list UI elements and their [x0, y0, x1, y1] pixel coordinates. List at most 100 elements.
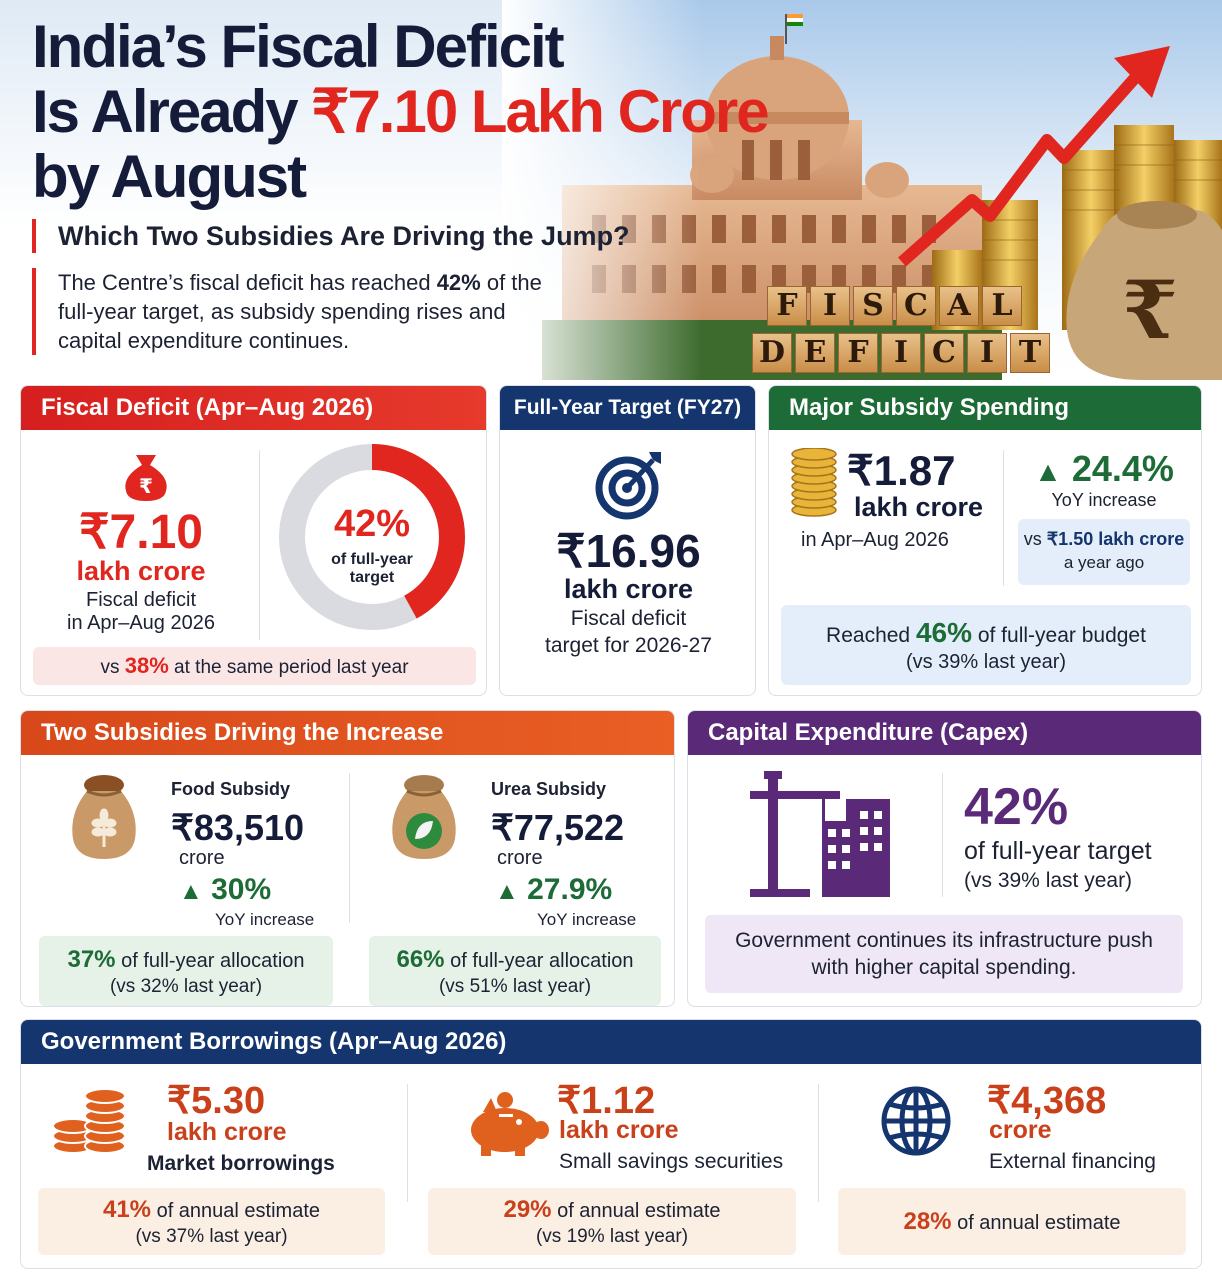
food-subsidy-growth-label: YoY increase: [215, 910, 315, 929]
letter-tile: T: [1010, 333, 1050, 373]
letter-tile: F: [767, 286, 807, 326]
letter-tile: I: [967, 333, 1007, 373]
money-bag-icon: ₹: [116, 451, 176, 501]
urea-subsidy-value: ₹77,522: [491, 807, 625, 848]
page-title: India’s Fiscal Deficit Is Already ₹7.10 …: [32, 13, 770, 210]
capex-prev: (vs 39% last year): [964, 869, 1133, 892]
letter-tile: C: [924, 333, 964, 373]
divider: [942, 773, 943, 897]
market-borrowings-label: Market borrowings: [147, 1152, 335, 1175]
urea-subsidy-growth: ▲ 27.9%: [495, 873, 613, 906]
external-financing-unit: crore: [989, 1116, 1052, 1144]
target-value: ₹16.96: [556, 525, 701, 577]
page-subtitle: Which Two Subsidies Are Driving the Jump…: [32, 219, 630, 253]
globe-icon: [879, 1084, 953, 1158]
borrowings-card: Government Borrowings (Apr–Aug 2026) ₹5.…: [20, 1019, 1202, 1269]
small-savings-label: Small savings securities: [559, 1150, 784, 1173]
small-savings-value: ₹1.12: [557, 1080, 656, 1122]
letter-tile: S: [853, 286, 893, 326]
two-subsidies-card: Two Subsidies Driving the Increase Food …: [20, 710, 675, 1007]
fiscal-deficit-desc1: Fiscal deficit: [85, 589, 197, 611]
intro-text: The Centre’s fiscal deficit has reached …: [32, 268, 572, 355]
target-icon: [593, 448, 665, 520]
coins-icon: [789, 447, 839, 518]
capex-value: 42%: [964, 778, 1069, 836]
donut-value: 42%: [333, 503, 411, 545]
target-unit: lakh crore: [563, 574, 694, 604]
letter-tile: F: [838, 333, 878, 373]
external-financing-share-box: 28% of annual estimate: [838, 1188, 1186, 1255]
divider: [407, 1084, 408, 1202]
target-desc1: Fiscal deficit: [570, 607, 687, 630]
fiscal-deficit-header: Fiscal Deficit (Apr–Aug 2026): [21, 386, 486, 430]
fiscal-deficit-unit: lakh crore: [76, 556, 206, 586]
fiscal-deficit-card: Fiscal Deficit (Apr–Aug 2026) ₹ ₹7.10 la…: [20, 385, 487, 696]
market-borrowings-value: ₹5.30: [167, 1080, 266, 1122]
food-subsidy-share-box: 37% of full-year allocation (vs 32% last…: [39, 936, 333, 1006]
coin-stack-icon: [51, 1086, 131, 1156]
letter-tile: E: [795, 333, 835, 373]
subsidy-growth-label: YoY increase: [1051, 490, 1157, 510]
fiscal-deficit-value: ₹7.10: [79, 506, 203, 559]
external-financing-value: ₹4,368: [987, 1080, 1107, 1122]
construction-crane-icon: [750, 771, 900, 899]
letter-tile: L: [982, 286, 1022, 326]
svg-text:₹: ₹: [139, 474, 153, 498]
letter-tile: I: [881, 333, 921, 373]
major-subsidy-card: Major Subsidy Spending ₹1.87 lakh crore …: [768, 385, 1202, 696]
donut-label1: of full-year: [331, 551, 413, 568]
subsidy-period: in Apr–Aug 2026: [801, 529, 949, 551]
letter-tile: A: [939, 286, 979, 326]
divider: [259, 450, 260, 640]
donut-arc: [279, 444, 465, 630]
svg-text:₹: ₹: [1122, 263, 1178, 357]
fiscal-deficit-donut: 42% of full-year target: [276, 441, 468, 633]
market-borrowings-unit: lakh crore: [167, 1118, 287, 1146]
subsidy-prev-box: vs ₹1.50 lakh crore a year ago: [1018, 519, 1190, 585]
capex-note-box: Government continues its infrastructure …: [705, 915, 1183, 993]
letter-tile: D: [752, 333, 792, 373]
target-header: Full-Year Target (FY27): [500, 386, 755, 430]
divider: [349, 773, 350, 923]
capex-header: Capital Expenditure (Capex): [688, 711, 1201, 755]
fiscal-deficit-desc2: in Apr–Aug 2026: [67, 612, 215, 634]
piggy-bank-icon: [461, 1090, 551, 1156]
donut-label2: target: [349, 569, 395, 586]
urea-subsidy-block: Urea Subsidy ₹77,522 crore ▲ 27.9% YoY i…: [349, 755, 674, 1006]
food-subsidy-growth: ▲ 30%: [179, 873, 272, 906]
full-year-target-card: Full-Year Target (FY27) ₹16.96 lakh cror…: [499, 385, 756, 696]
food-subsidy-title: Food Subsidy: [171, 779, 290, 799]
subsidy-budget-box: Reached 46% of full-year budget (vs 39% …: [781, 605, 1191, 685]
rupee-sack-image: ₹: [1066, 201, 1222, 380]
fiscal-deficit-compare: vs 38% at the same period last year: [33, 647, 476, 685]
urea-subsidy-title: Urea Subsidy: [491, 779, 607, 799]
fertilizer-sack-icon: [385, 773, 463, 863]
divider: [1003, 450, 1004, 586]
subsidy-value: ₹1.87: [847, 447, 956, 494]
grain-sack-icon: [65, 773, 143, 863]
capex-desc: of full-year target: [964, 837, 1152, 865]
small-savings-share-box: 29% of annual estimate (vs 19% last year…: [428, 1188, 796, 1255]
small-savings-unit: lakh crore: [559, 1116, 679, 1144]
divider: [818, 1084, 819, 1202]
subsidy-unit: lakh crore: [854, 492, 984, 522]
subsidy-header: Major Subsidy Spending: [769, 386, 1201, 430]
target-desc2: target for 2026-27: [545, 634, 712, 657]
up-arrow-icon: ▲: [179, 878, 203, 905]
market-borrowings-share-box: 41% of annual estimate (vs 37% last year…: [38, 1188, 385, 1255]
urea-subsidy-unit: crore: [497, 847, 543, 869]
up-arrow-icon: ▲: [1034, 456, 1062, 487]
up-arrow-icon: ▲: [495, 878, 519, 905]
food-subsidy-unit: crore: [179, 847, 225, 869]
borrowings-header: Government Borrowings (Apr–Aug 2026): [21, 1020, 1201, 1064]
food-subsidy-value: ₹83,510: [171, 807, 305, 848]
external-financing-label: External financing: [989, 1150, 1156, 1173]
urea-subsidy-growth-label: YoY increase: [537, 910, 637, 929]
two-subsidies-header: Two Subsidies Driving the Increase: [21, 711, 674, 755]
letter-tile: C: [896, 286, 936, 326]
subsidy-growth: ▲ 24.4%: [1034, 448, 1174, 489]
rising-arrow-image: [898, 46, 1170, 267]
